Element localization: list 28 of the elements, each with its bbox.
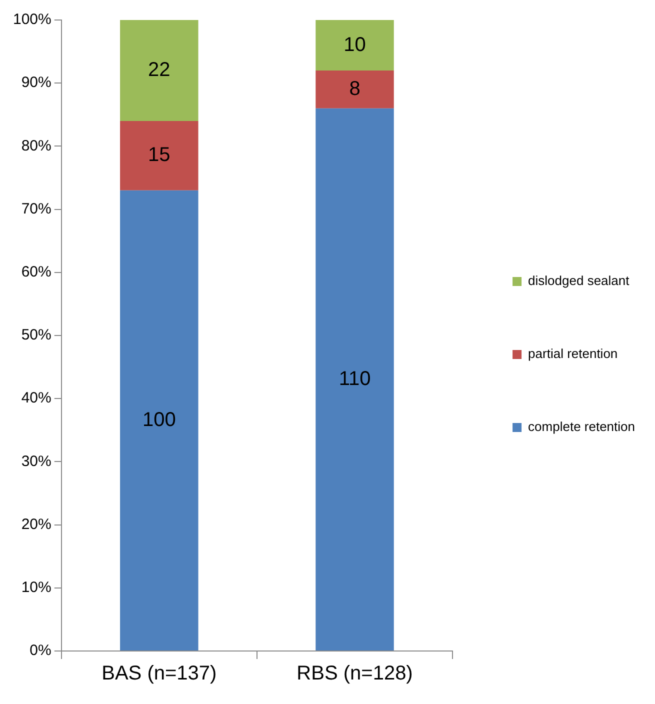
annotation: 8: [349, 78, 360, 100]
annotation: 110: [338, 368, 371, 390]
y-tick-label: 80%: [21, 137, 52, 154]
y-tick-label: 60%: [21, 264, 52, 281]
bar: [316, 108, 394, 650]
annotation: 22: [148, 58, 170, 81]
legend-label: complete retention: [528, 419, 635, 434]
legend-label: dislodged sealant: [528, 273, 630, 288]
y-tick-label: 90%: [21, 74, 52, 92]
bar: [316, 70, 394, 108]
annotation: 100: [142, 408, 176, 431]
annotation: 10: [344, 34, 366, 56]
y-tick-label: 50%: [21, 326, 52, 344]
y-tick-label: 0%: [30, 642, 52, 660]
y-tick-label: 20%: [21, 516, 52, 533]
legend-label: partial retention: [528, 346, 618, 362]
y-tick-label: 40%: [21, 390, 52, 407]
bar: [120, 190, 198, 650]
y-tick-label: 100%: [12, 11, 52, 28]
annotation: 15: [148, 144, 170, 166]
x-tick-label: RBS (n=128): [296, 662, 413, 685]
y-tick-label: 10%: [21, 579, 52, 596]
x-tick-label: BAS (n=137): [102, 662, 217, 685]
y-tick-label: 70%: [21, 200, 52, 218]
bar: [120, 20, 198, 121]
bar: [120, 120, 198, 190]
y-tick-label: 30%: [21, 452, 52, 470]
bar: [316, 20, 394, 70]
